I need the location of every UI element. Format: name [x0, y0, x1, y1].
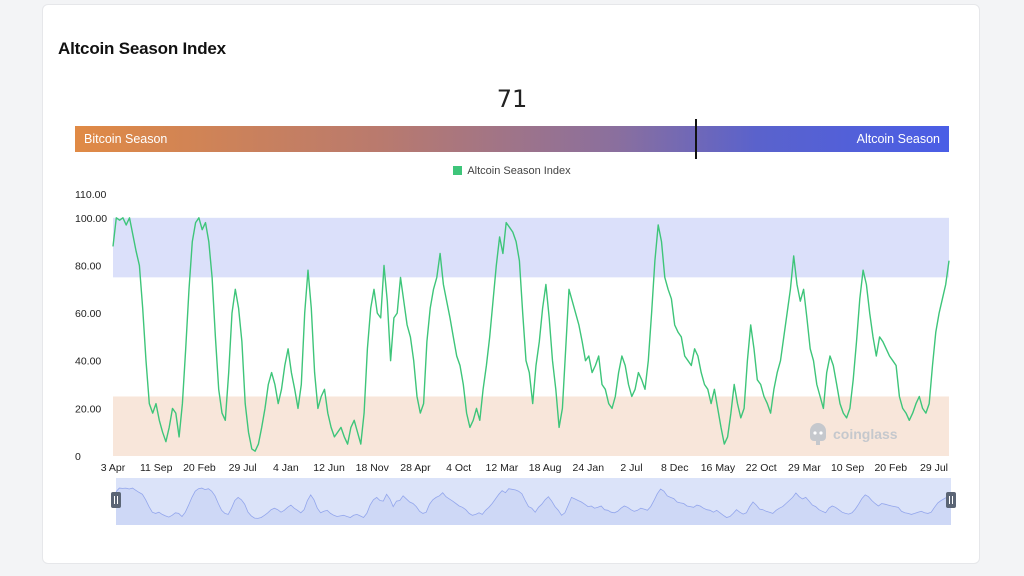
legend-label: Altcoin Season Index: [467, 165, 571, 177]
altcoin-season-label: Altcoin Season: [856, 132, 940, 146]
x-tick-label: 22 Oct: [746, 462, 777, 474]
x-axis: 3 Apr 11 Sep 20 Feb 29 Jul 4 Jan 12 Jun 18 Nov…: [101, 462, 948, 474]
chart-navigator[interactable]: [111, 478, 956, 525]
y-tick-label: 80.00: [75, 260, 101, 272]
x-tick-label: 2 Jul: [620, 462, 642, 474]
x-tick-label: 20 Feb: [183, 462, 216, 474]
coinglass-watermark: coinglass: [810, 423, 898, 445]
y-tick-label: 110.00: [75, 189, 106, 201]
y-axis: 0 20.00 40.00 60.00 80.00 100.00 110.00: [75, 189, 107, 463]
x-tick-label: 4 Jan: [273, 462, 299, 474]
x-tick-label: 28 Apr: [400, 462, 431, 474]
navigator-line: [115, 487, 952, 519]
bitcoin-season-band: [113, 396, 949, 456]
x-tick-label: 29 Jul: [229, 462, 257, 474]
y-tick-label: 0: [75, 451, 81, 463]
x-tick-label: 29 Mar: [788, 462, 821, 474]
chart-legend[interactable]: Altcoin Season Index: [43, 165, 981, 177]
altcoin-season-band: [113, 217, 949, 278]
current-index-value: 71: [496, 85, 528, 113]
legend-swatch: [453, 166, 463, 175]
x-tick-label: 29 Jul: [920, 462, 948, 474]
season-bands: [113, 217, 949, 456]
series-layer: [112, 217, 950, 452]
coinglass-logo-icon: [810, 423, 826, 445]
gauge-marker: [695, 119, 697, 159]
x-tick-label: 12 Jun: [313, 462, 345, 474]
x-tick-label: 18 Nov: [356, 462, 390, 474]
y-tick-label: 20.00: [75, 403, 101, 415]
page-title: Altcoin Season Index: [58, 39, 226, 58]
x-tick-label: 10 Sep: [831, 462, 864, 474]
x-tick-label: 18 Aug: [529, 462, 562, 474]
y-tick-label: 100.00: [75, 213, 107, 225]
watermark-text: coinglass: [833, 426, 898, 442]
series-line-altcoin-season-index[interactable]: [112, 217, 950, 452]
x-tick-label: 8 Dec: [661, 462, 688, 474]
x-tick-label: 20 Feb: [874, 462, 907, 474]
x-tick-label: 12 Mar: [486, 462, 519, 474]
y-tick-label: 60.00: [75, 308, 101, 320]
x-tick-label: 11 Sep: [140, 462, 173, 474]
navigator-handle-right[interactable]: [946, 492, 956, 508]
x-tick-label: 16 May: [701, 462, 736, 474]
season-gauge-bar: Bitcoin Season Altcoin Season: [75, 119, 949, 159]
navigator-handle-left[interactable]: [111, 492, 121, 508]
x-tick-label: 4 Oct: [446, 462, 471, 474]
x-tick-label: 3 Apr: [101, 462, 126, 474]
x-tick-label: 24 Jan: [573, 462, 605, 474]
navigator-area: [116, 488, 951, 525]
bitcoin-season-label: Bitcoin Season: [84, 132, 168, 146]
altcoin-season-card: Altcoin Season Index 71 Bitcoin Season A…: [42, 4, 980, 564]
y-tick-label: 40.00: [75, 356, 101, 368]
